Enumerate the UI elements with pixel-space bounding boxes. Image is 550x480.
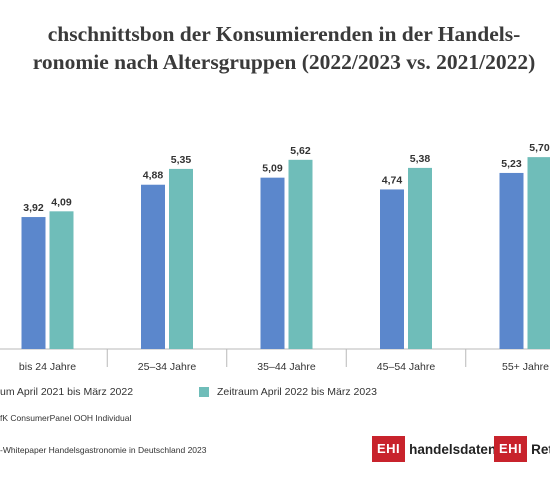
logo-handelsdaten-word: handelsdaten.de	[409, 441, 516, 457]
x-tick-label: 55+ Jahre	[502, 361, 549, 373]
logo-handelsdaten: EHI handelsdaten.de	[372, 435, 516, 463]
bar-series2	[288, 159, 313, 349]
data-label: 4,09	[51, 196, 72, 208]
bar-series2	[169, 168, 193, 349]
legend-item-series2: Zeitraum April 2022 bis März 2023	[199, 386, 377, 398]
chart-title: chschnittsbon der Konsumierenden in der …	[0, 20, 550, 76]
legend-label-series1: um April 2021 bis März 2022	[0, 386, 134, 398]
data-label: 5,23	[501, 158, 522, 170]
logo-ehi-retail-word: Retail	[531, 441, 550, 457]
data-label: 5,62	[290, 145, 311, 157]
bar-series1	[260, 177, 285, 349]
data-label: 5,35	[171, 154, 192, 166]
footnote: -Whitepaper Handelsgastronomie in Deutsc…	[0, 445, 207, 455]
logo-handelsdaten-mark: EHI	[372, 436, 406, 462]
chart-title-line2: ronomie nach Altersgruppen (2022/2023 vs…	[32, 50, 536, 74]
x-tick-label: 25–34 Jahre	[138, 361, 197, 373]
legend-swatch-series2	[199, 387, 209, 397]
data-label: 5,38	[410, 153, 431, 165]
logo-ehi-retail-mark: EHI	[494, 436, 528, 462]
source-note: fK ConsumerPanel OOH Individual	[0, 413, 132, 423]
x-tick-label: 45–54 Jahre	[377, 361, 436, 373]
bar-series1	[380, 189, 404, 349]
logo-ehi-retail: EHI Retail	[494, 435, 550, 463]
bar-series1	[141, 184, 165, 349]
bar-series2	[408, 167, 432, 349]
data-label: 5,70	[529, 142, 550, 154]
legend-label-series2: Zeitraum April 2022 bis März 2023	[217, 386, 377, 398]
legend-item-series1: um April 2021 bis März 2022	[0, 386, 133, 398]
x-tick-label: 35–44 Jahre	[257, 361, 316, 373]
chart-title-line1: chschnittsbon der Konsumierenden in der …	[47, 22, 521, 46]
data-label: 5,09	[262, 163, 283, 175]
bar-series2	[527, 157, 550, 349]
data-label: 4,74	[382, 174, 403, 186]
bar-series2	[49, 211, 74, 349]
data-label: 4,88	[143, 170, 164, 182]
bar-series1	[499, 172, 524, 349]
x-tick-label: bis 24 Jahre	[19, 361, 76, 373]
bar-series1	[21, 217, 46, 349]
data-label: 3,92	[23, 202, 44, 214]
